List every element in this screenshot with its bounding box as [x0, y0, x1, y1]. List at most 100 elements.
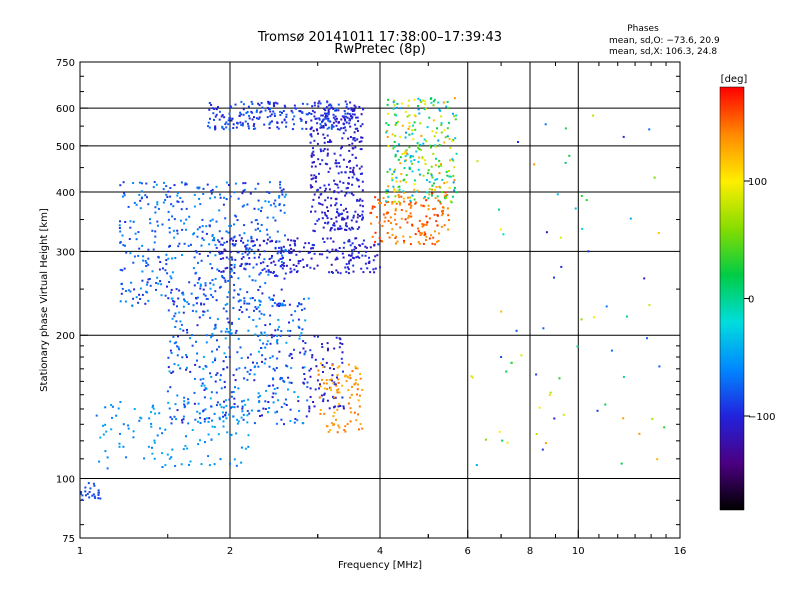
data-point [240, 306, 242, 309]
data-point [426, 126, 429, 129]
data-point [215, 108, 218, 111]
data-point [395, 114, 398, 117]
data-point [410, 204, 413, 207]
data-point [260, 102, 263, 104]
data-point [310, 174, 313, 177]
data-point [389, 222, 392, 225]
data-point [326, 154, 329, 157]
data-point [453, 115, 456, 118]
data-point [451, 158, 454, 161]
data-point [235, 432, 238, 435]
data-point [341, 216, 344, 219]
data-point [622, 375, 625, 378]
data-point [202, 367, 205, 370]
data-point [324, 124, 327, 127]
data-point [316, 219, 319, 222]
data-point [434, 207, 437, 210]
data-point [106, 467, 109, 470]
data-point [277, 302, 280, 305]
data-point [274, 392, 277, 395]
data-point [269, 342, 272, 345]
data-point [222, 360, 225, 363]
data-point [335, 159, 337, 162]
data-point [180, 323, 183, 326]
data-point [173, 342, 176, 345]
data-point [146, 281, 149, 284]
data-point [332, 107, 335, 110]
data-point [155, 288, 157, 291]
data-point [331, 379, 333, 382]
data-point [168, 457, 171, 460]
data-point [413, 159, 416, 161]
data-point [408, 166, 411, 169]
data-point [445, 196, 448, 199]
data-point [292, 239, 295, 242]
data-point [278, 305, 281, 307]
data-point [214, 254, 217, 257]
data-point [228, 266, 231, 269]
data-point [184, 182, 187, 185]
data-point [420, 101, 423, 103]
data-point [438, 144, 441, 147]
data-point [337, 162, 340, 164]
data-point [344, 115, 347, 118]
data-point [199, 416, 202, 419]
data-point [326, 134, 329, 137]
data-point [283, 264, 286, 267]
data-point [431, 188, 434, 191]
data-point [422, 224, 425, 227]
data-point [319, 123, 322, 126]
data-point [313, 115, 316, 118]
data-point [119, 230, 122, 233]
data-point [164, 464, 167, 467]
data-point [241, 407, 244, 410]
data-point [374, 231, 377, 234]
data-point [394, 209, 397, 212]
data-point [355, 220, 358, 223]
data-point [445, 170, 448, 173]
data-point [176, 409, 179, 412]
data-point [252, 361, 254, 364]
data-point [228, 257, 231, 260]
data-point [447, 228, 450, 231]
data-point [344, 126, 346, 129]
data-point [232, 374, 235, 377]
data-point [272, 334, 275, 337]
data-point [253, 256, 256, 259]
data-point [348, 262, 350, 265]
data-point [393, 145, 396, 148]
data-point [421, 156, 424, 159]
data-point [268, 181, 271, 184]
data-point [197, 420, 199, 423]
data-point [270, 261, 273, 264]
data-point [316, 129, 319, 132]
data-point [347, 363, 350, 366]
data-point [258, 310, 261, 313]
data-point [333, 396, 336, 399]
data-point [317, 102, 320, 105]
data-point [290, 109, 293, 112]
data-point [431, 242, 434, 245]
data-point [123, 194, 126, 197]
data-point [357, 399, 360, 402]
data-point [240, 113, 243, 116]
data-point [284, 398, 287, 401]
data-point [210, 293, 213, 296]
data-point [225, 356, 227, 358]
data-point [209, 282, 212, 285]
data-point [413, 183, 416, 186]
data-point [159, 427, 161, 430]
data-point [273, 112, 276, 115]
scatter-cluster [317, 362, 364, 434]
data-point [648, 128, 651, 131]
data-point [443, 101, 446, 104]
data-point [137, 254, 140, 257]
data-point [320, 193, 323, 195]
data-point [233, 266, 236, 269]
data-point [160, 283, 163, 286]
data-point [326, 249, 329, 252]
data-point [362, 239, 365, 242]
data-point [207, 420, 210, 423]
data-point [545, 442, 547, 445]
data-point [187, 422, 190, 425]
